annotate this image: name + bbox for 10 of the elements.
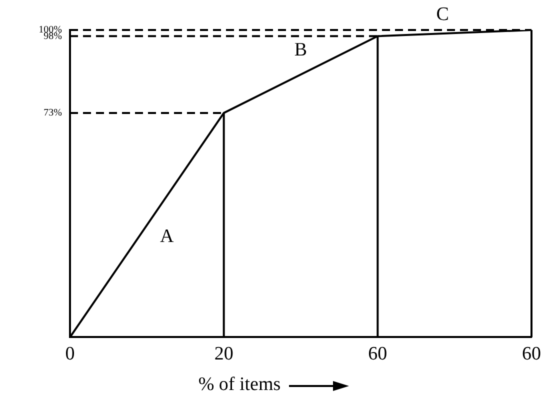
text: C bbox=[436, 4, 449, 26]
x-tick-label: 60 bbox=[368, 344, 388, 365]
annotation: B bbox=[294, 40, 308, 61]
y-tick-label: 73% bbox=[44, 108, 62, 119]
annotation: A bbox=[160, 226, 174, 248]
y-tick-label: 98% bbox=[44, 30, 62, 42]
x-tick-label: 20 bbox=[214, 344, 234, 365]
x-tick-label: 60 bbox=[522, 344, 541, 365]
x-axis-title: % of items bbox=[198, 374, 281, 395]
x-tick-label: 0 bbox=[65, 344, 75, 365]
